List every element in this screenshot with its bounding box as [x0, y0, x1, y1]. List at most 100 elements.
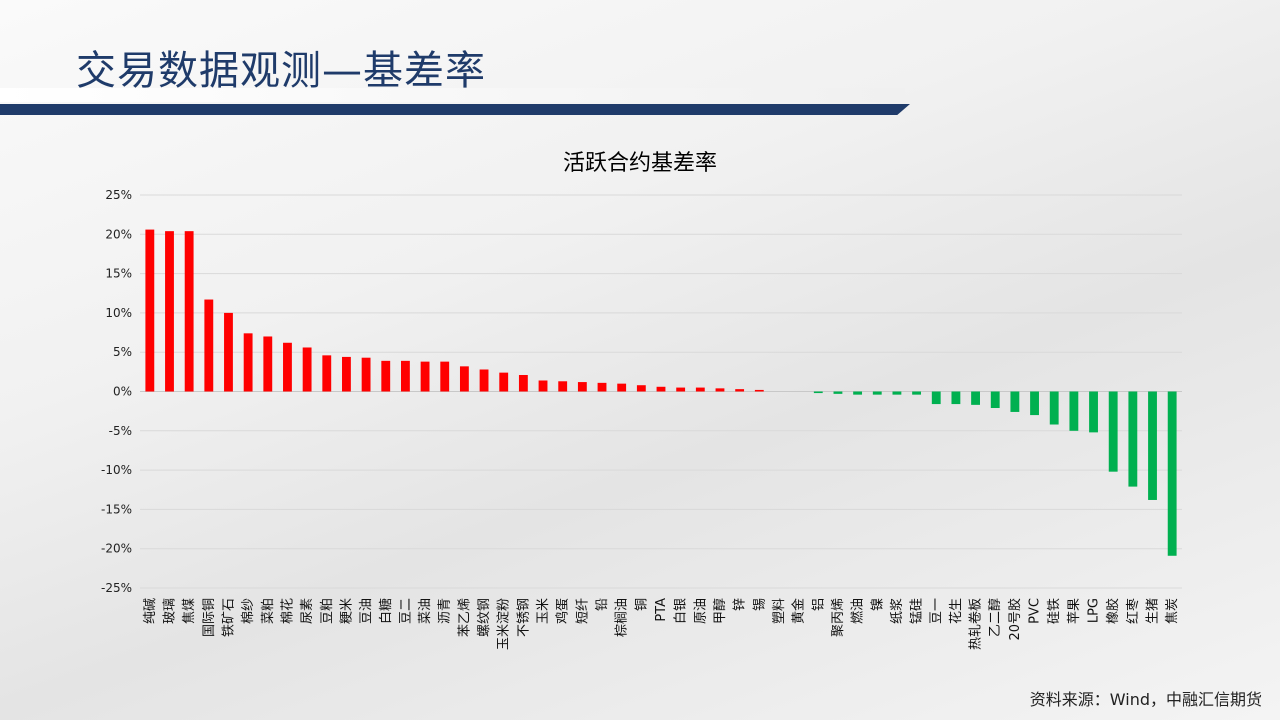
x-tick-label: 黄金 [791, 598, 807, 624]
bar [951, 391, 961, 405]
bar [165, 231, 174, 392]
bar [283, 342, 292, 392]
x-tick-label: 纸浆 [890, 598, 905, 624]
x-tick-label: 沥青 [438, 598, 453, 624]
bar [263, 336, 273, 392]
x-tick-label: 豆二 [398, 598, 413, 624]
x-tick-label: 20号胶 [1007, 598, 1023, 641]
x-tick-label: 红枣 [1125, 598, 1141, 624]
bar [833, 391, 843, 394]
bar [400, 360, 410, 392]
x-tick-label: 棉花 [279, 598, 295, 624]
y-tick-label: -20% [101, 542, 132, 556]
x-tick-label: 塑料 [772, 598, 787, 624]
bar [971, 391, 980, 405]
bar [322, 355, 332, 392]
bar [1069, 391, 1079, 431]
x-tick-label: 菜粕 [261, 598, 276, 624]
bar [538, 380, 548, 392]
bar [302, 347, 312, 392]
x-axis-category-labels: 纯碱 玻璃 焦煤 国际铜 铁矿石 棉纱 菜粕 棉花 尿素 豆粕 粳米 豆油 白糖 豆二 菜油 沥青 苯乙烯 螺纹钢… [143, 598, 1180, 650]
bar [735, 389, 745, 392]
bar [1108, 391, 1118, 472]
y-tick-label: -25% [101, 581, 132, 595]
x-tick-label: 原油 [693, 598, 708, 624]
bar [754, 389, 764, 392]
x-tick-label: PVC [1028, 598, 1043, 624]
bar [440, 361, 450, 392]
x-tick-label: 鸡蛋 [555, 598, 571, 624]
bar [1167, 391, 1177, 556]
bar [184, 231, 194, 392]
x-tick-label: 焦炭 [1165, 598, 1180, 624]
x-tick-label: 铝 [811, 598, 826, 611]
x-tick-label: 棉纱 [241, 598, 256, 624]
x-tick-label: 橡胶 [1105, 598, 1121, 624]
bar [1128, 391, 1138, 487]
x-tick-label: 硅铁 [1047, 598, 1062, 624]
y-tick-label: 25% [105, 188, 132, 202]
x-tick-label: 苹果 [1067, 598, 1082, 624]
x-tick-label: 苯乙烯 [457, 598, 472, 637]
bar [892, 391, 902, 395]
x-tick-label: 豆粕 [320, 598, 335, 624]
y-tick-label: -10% [101, 463, 132, 477]
source-note: 资料来源：Wind，中融汇信期货 [1029, 690, 1262, 709]
bar [1089, 391, 1098, 433]
bar [558, 381, 568, 392]
x-tick-label: 玉米淀粉 [497, 598, 512, 650]
bar [872, 391, 882, 395]
x-tick-label: 铜 [634, 598, 649, 611]
bar [145, 229, 155, 392]
x-tick-label: 豆油 [359, 598, 374, 624]
chart-title: 活跃合约基差率 [563, 151, 717, 176]
x-tick-label: 螺纹钢 [477, 598, 492, 637]
x-tick-label: 镍 [870, 598, 885, 611]
title-underline-highlight [0, 88, 905, 102]
bar [656, 386, 666, 392]
bar [1049, 391, 1059, 425]
x-tick-label: 甲醇 [712, 598, 728, 624]
x-tick-label: 铅 [595, 598, 610, 611]
x-tick-label: 菜油 [418, 598, 433, 624]
page-title: 交易数据观测—基差率 [76, 48, 486, 94]
y-tick-label: 20% [105, 227, 132, 241]
bar [381, 360, 391, 392]
x-tick-label: 棕榈油 [615, 598, 630, 637]
bar [931, 391, 941, 405]
x-tick-label: 豆一 [929, 598, 944, 624]
x-tick-label: LPG [1087, 598, 1102, 623]
bars [145, 229, 1177, 556]
x-tick-label: 玉米 [536, 598, 551, 624]
x-tick-label: PTA [654, 598, 669, 622]
x-tick-label: 玻璃 [162, 598, 177, 624]
y-tick-label: 10% [105, 306, 132, 320]
bar [813, 391, 823, 394]
x-tick-label: 白银 [673, 598, 689, 624]
bar [479, 369, 489, 392]
bar [676, 387, 686, 392]
x-tick-label: 热轧卷板 [968, 598, 984, 650]
x-tick-label: 锌 [733, 598, 748, 611]
bar [1010, 391, 1020, 412]
x-tick-label: 粳米 [339, 598, 354, 624]
x-tick-label: 花生 [948, 598, 964, 624]
bar [636, 385, 646, 392]
x-tick-label: 纯碱 [143, 598, 158, 624]
bar [912, 391, 922, 395]
x-tick-label: 锰硅 [910, 598, 925, 624]
bar [715, 388, 725, 392]
bar [990, 391, 1000, 409]
bar [1030, 391, 1039, 416]
bar [342, 356, 351, 392]
bar [695, 387, 705, 392]
y-tick-label: 5% [113, 345, 132, 359]
bar [361, 357, 371, 392]
x-tick-label: 燃油 [850, 598, 866, 624]
grid-lines [140, 194, 1182, 589]
bar [204, 299, 214, 392]
x-tick-label: 国际铜 [202, 598, 217, 637]
title-underline-bar [0, 104, 910, 115]
bar [597, 382, 607, 392]
